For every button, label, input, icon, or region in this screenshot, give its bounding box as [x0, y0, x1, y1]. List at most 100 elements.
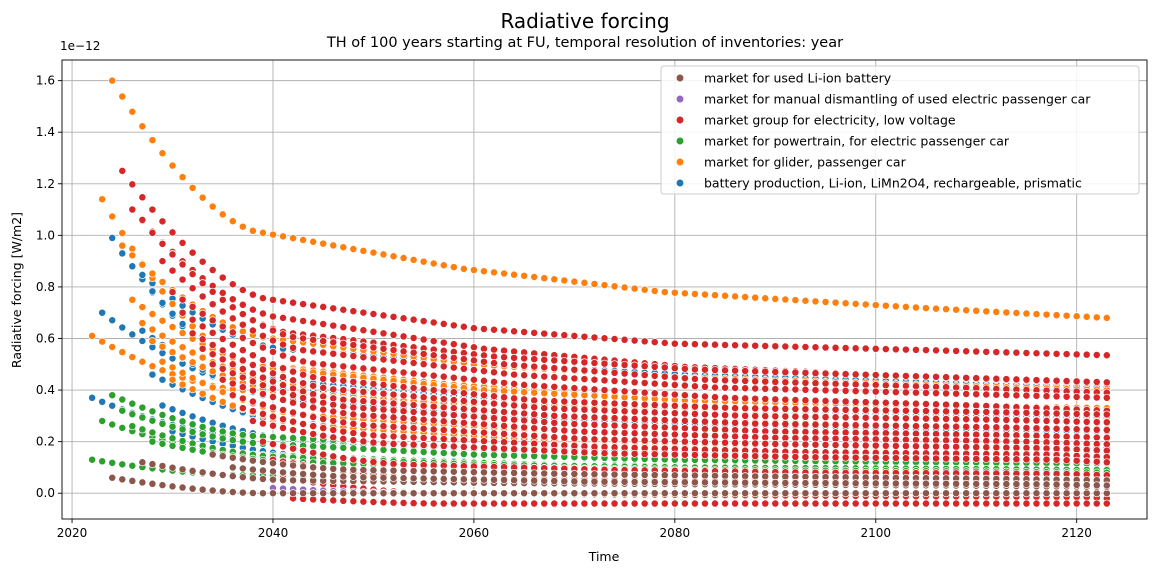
data-point	[248, 369, 257, 378]
data-point	[419, 415, 428, 424]
data-point	[690, 489, 699, 498]
data-point	[1052, 409, 1061, 418]
data-point	[911, 372, 920, 381]
data-point	[510, 476, 519, 485]
data-point	[510, 445, 519, 454]
data-point	[751, 478, 760, 487]
data-point	[188, 385, 197, 394]
data-point	[530, 388, 539, 397]
data-point	[560, 433, 569, 442]
data-point	[670, 478, 679, 487]
data-point	[138, 425, 147, 434]
data-point	[128, 251, 137, 260]
data-point	[248, 438, 257, 447]
data-point	[922, 499, 930, 508]
data-point	[178, 443, 187, 452]
data-point	[972, 347, 981, 356]
data-point	[1072, 393, 1081, 401]
data-point	[248, 361, 257, 369]
data-point	[550, 397, 559, 406]
data-point	[851, 387, 860, 396]
data-point	[238, 430, 247, 439]
data-point	[871, 479, 880, 488]
data-point	[279, 489, 287, 498]
data-point	[942, 415, 951, 423]
data-point	[811, 379, 820, 388]
data-point	[369, 473, 378, 482]
data-point	[399, 314, 408, 323]
data-point	[409, 474, 418, 483]
data-point	[640, 400, 649, 409]
data-point	[741, 367, 750, 375]
data-point	[429, 425, 438, 434]
data-point	[600, 413, 609, 422]
data-point	[650, 379, 659, 388]
data-point	[972, 454, 981, 463]
data-point	[1032, 409, 1041, 418]
data-point	[449, 435, 458, 444]
data-point	[188, 412, 197, 421]
data-point	[258, 457, 267, 466]
data-point	[178, 353, 187, 362]
data-point	[369, 397, 378, 406]
data-point	[821, 386, 830, 395]
data-point	[429, 416, 438, 425]
data-point	[128, 205, 137, 214]
data-point	[188, 329, 197, 338]
data-point	[379, 380, 388, 389]
data-point	[1052, 455, 1061, 464]
data-point	[570, 499, 579, 508]
data-point	[590, 489, 599, 498]
data-point	[670, 409, 679, 418]
data-point	[1002, 375, 1011, 384]
data-point	[932, 499, 940, 508]
data-point	[560, 419, 569, 428]
data-point	[741, 341, 750, 350]
data-point	[98, 397, 107, 406]
data-point	[429, 371, 438, 380]
data-point	[791, 385, 800, 394]
data-point	[831, 413, 840, 422]
data-point	[510, 379, 519, 388]
data-point	[1082, 489, 1091, 498]
data-point	[650, 489, 659, 498]
data-point	[439, 449, 448, 457]
data-point	[731, 404, 740, 413]
data-point	[500, 369, 508, 378]
data-point	[680, 424, 689, 433]
data-point	[369, 310, 378, 318]
data-point	[590, 367, 599, 376]
data-point	[1052, 349, 1061, 358]
data-point	[349, 307, 358, 316]
data-point	[570, 365, 579, 374]
data-point	[680, 471, 689, 480]
data-point	[761, 395, 770, 403]
data-point	[168, 228, 177, 237]
data-point	[650, 499, 659, 508]
data-point	[1002, 391, 1011, 399]
data-point	[218, 427, 227, 436]
data-point	[670, 339, 679, 348]
data-point	[409, 415, 418, 423]
data-point	[359, 378, 368, 387]
data-point	[711, 393, 719, 402]
data-point	[891, 499, 900, 508]
data-point	[620, 335, 629, 344]
data-point	[299, 476, 308, 485]
data-point	[580, 470, 589, 479]
data-point	[490, 377, 498, 386]
data-point	[932, 389, 940, 398]
data-point	[791, 479, 800, 487]
data-point	[701, 375, 709, 384]
data-point	[389, 367, 398, 376]
data-point	[911, 479, 920, 488]
data-point	[429, 361, 438, 370]
data-point	[690, 451, 699, 459]
data-point	[299, 489, 308, 498]
data-point	[469, 468, 478, 477]
data-point	[188, 466, 197, 475]
legend-label: market for used Li-ion battery	[704, 71, 892, 86]
data-point	[299, 428, 308, 437]
data-point	[1042, 376, 1051, 385]
data-point	[269, 377, 277, 386]
